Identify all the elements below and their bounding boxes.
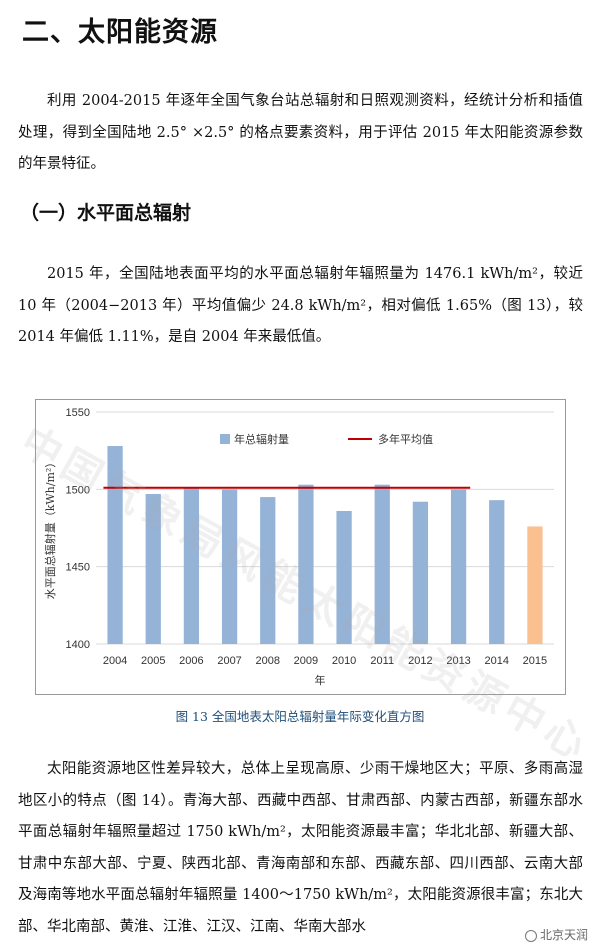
radiation-summary-paragraph: 2015 年，全国陆地表面平均的水平面总辐射年辐照量为 1476.1 kWh/m… xyxy=(18,266,583,345)
x-tick-label: 2006 xyxy=(179,655,203,667)
x-tick-label: 2015 xyxy=(523,655,547,667)
footer-logo-text: 北京天润 xyxy=(539,928,588,942)
x-tick-label: 2014 xyxy=(485,655,509,667)
intro-paragraph: 利用 2004-2015 年逐年全国气象台站总辐射和日照观测资料，经统计分析和插… xyxy=(18,93,583,172)
bar-2004 xyxy=(107,446,123,644)
x-tick-label: 2007 xyxy=(217,655,241,667)
subsection-title: （一）水平面总辐射 xyxy=(20,202,192,224)
x-tick-label: 2011 xyxy=(370,655,394,667)
bar-2013 xyxy=(450,489,467,644)
wechat-icon xyxy=(524,929,537,942)
bar-2007 xyxy=(221,489,238,644)
x-tick-label: 2005 xyxy=(141,655,165,667)
y-tick-label: 1500 xyxy=(66,484,90,496)
bar-2008 xyxy=(260,497,276,644)
bar-2015 xyxy=(527,526,543,644)
footer-logo: 北京天润 xyxy=(520,924,592,945)
x-axis-label: 年 xyxy=(315,673,326,687)
x-tick-label: 2013 xyxy=(446,655,470,667)
y-tick-label: 1550 xyxy=(66,407,90,419)
bar-2012 xyxy=(412,501,429,644)
y-axis-label: 水平面总辐射量（kWh/m²） xyxy=(43,457,57,600)
legend-average-label: 多年平均值 xyxy=(378,432,433,446)
y-tick-label: 1450 xyxy=(66,562,90,574)
bar-2014 xyxy=(489,500,505,644)
bar-2009 xyxy=(298,484,314,644)
bar-2006 xyxy=(183,487,200,644)
bar-2005 xyxy=(145,493,161,644)
x-tick-label: 2009 xyxy=(294,655,318,667)
x-tick-label: 2012 xyxy=(408,655,432,667)
x-tick-label: 2008 xyxy=(256,655,280,667)
bar-2011 xyxy=(374,484,390,644)
chart-frame: 1400 1450 1500 1550 2004 2005 2006 2007 2008 2009… xyxy=(35,399,566,695)
section-title: 二、太阳能资源 xyxy=(22,17,218,48)
legend-bar-swatch xyxy=(220,434,230,444)
x-tick-label: 2004 xyxy=(103,655,127,667)
figure-caption: 图 13 全国地表太阳总辐射量年际变化直方图 xyxy=(175,709,425,724)
x-tick-label: 2010 xyxy=(332,655,356,667)
y-tick-label: 1400 xyxy=(66,639,90,651)
radiation-bar-chart: 1400 1450 1500 1550 2004 2005 2006 2007 2008 2009… xyxy=(43,407,554,687)
legend-bar-label: 年总辐射量 xyxy=(234,432,289,446)
regional-distribution-paragraph: 太阳能资源地区性差异较大，总体上呈现高原、少雨干燥地区大；平原、多雨高湿地区小的… xyxy=(18,761,583,935)
bar-2010 xyxy=(336,510,352,644)
